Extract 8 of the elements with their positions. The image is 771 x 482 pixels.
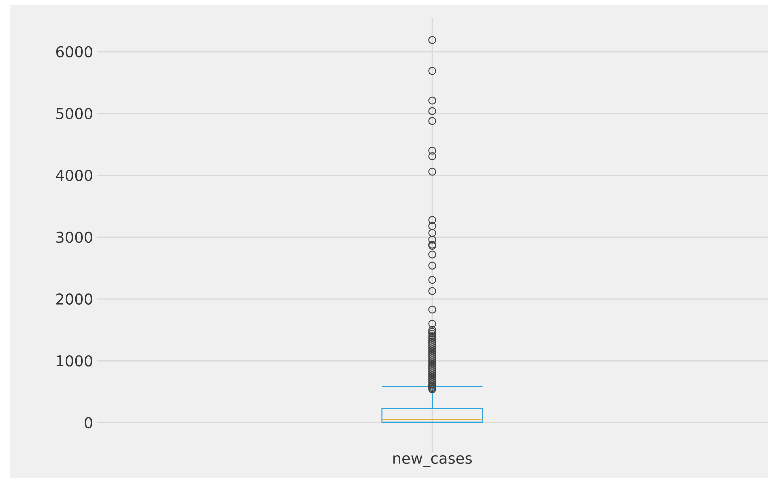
y-tick-label: 5000	[56, 108, 92, 120]
y-tick-label: 0	[84, 417, 92, 429]
y-tick-label: 2000	[56, 294, 92, 305]
x-tick-label: new_cases	[394, 456, 472, 468]
y-tick-label: 1000	[57, 355, 92, 367]
y-tick-label: 3000	[56, 232, 92, 244]
y-tick-label: 4000	[56, 170, 92, 182]
y-tick-label: 6000	[56, 46, 92, 58]
